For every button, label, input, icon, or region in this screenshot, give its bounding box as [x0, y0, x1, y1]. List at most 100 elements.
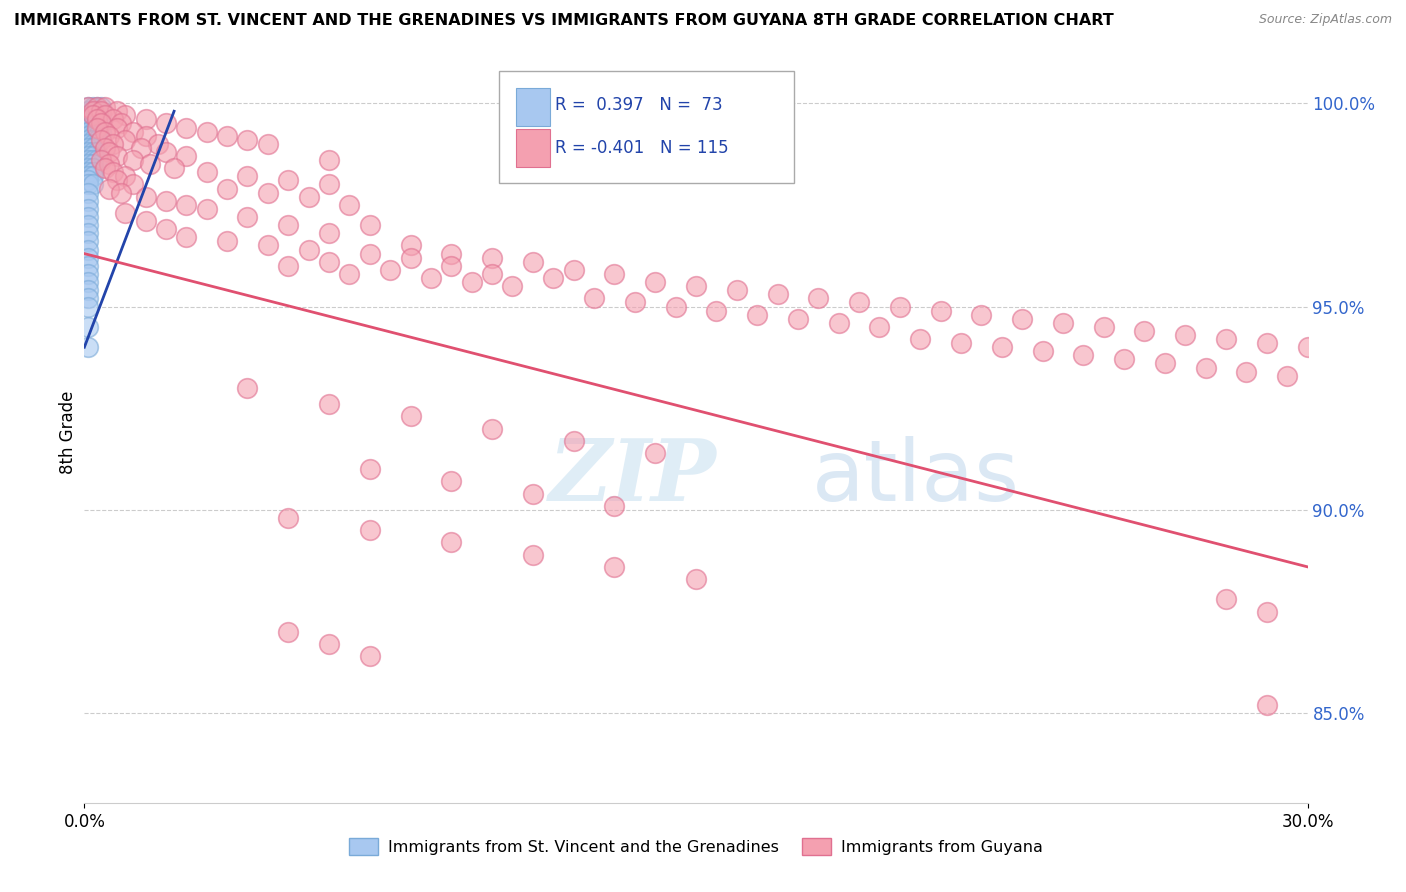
Point — [399, 409, 422, 424]
Point — [146, 136, 169, 151]
Point — [86, 133, 108, 147]
Point — [105, 173, 128, 187]
Point — [90, 125, 112, 139]
Point — [1114, 352, 1136, 367]
Point — [82, 116, 104, 130]
Point — [93, 108, 115, 122]
Point — [122, 125, 145, 139]
Point — [77, 128, 100, 143]
Point — [706, 303, 728, 318]
Point — [77, 243, 100, 257]
Point — [725, 283, 748, 297]
Point — [1092, 319, 1115, 334]
Point — [277, 173, 299, 187]
Point — [399, 251, 422, 265]
Point — [155, 116, 177, 130]
Point — [155, 222, 177, 236]
Point — [86, 108, 108, 122]
Point — [77, 136, 100, 151]
Point — [86, 116, 108, 130]
Point — [277, 259, 299, 273]
Point — [562, 434, 585, 448]
Point — [77, 104, 100, 119]
Point — [82, 153, 104, 167]
Point — [77, 125, 100, 139]
Point — [90, 153, 112, 167]
Point — [82, 165, 104, 179]
Point — [174, 230, 197, 244]
Point — [236, 133, 259, 147]
Point — [110, 186, 132, 200]
Point — [624, 295, 647, 310]
Point — [77, 108, 100, 122]
Point — [86, 100, 108, 114]
Point — [77, 161, 100, 176]
Point — [77, 292, 100, 306]
Point — [318, 178, 340, 192]
Point — [82, 128, 104, 143]
Point — [82, 141, 104, 155]
Point — [97, 157, 120, 171]
Point — [685, 279, 707, 293]
Point — [93, 141, 115, 155]
Point — [359, 649, 381, 664]
Point — [603, 559, 626, 574]
Point — [114, 169, 136, 184]
Point — [359, 523, 381, 537]
Point — [543, 271, 565, 285]
Point — [77, 133, 100, 147]
Point — [522, 254, 544, 268]
Point — [339, 198, 361, 212]
Point — [131, 141, 153, 155]
Point — [86, 120, 108, 135]
Point — [105, 149, 128, 163]
Point — [77, 116, 100, 130]
Point — [86, 120, 108, 135]
Point — [82, 145, 104, 159]
Point — [217, 235, 239, 249]
Point — [77, 100, 100, 114]
Point — [86, 145, 108, 159]
Point — [93, 100, 115, 114]
Point — [257, 238, 280, 252]
Point — [522, 548, 544, 562]
Point — [1215, 332, 1237, 346]
Point — [174, 149, 197, 163]
Point — [82, 125, 104, 139]
Point — [1195, 360, 1218, 375]
Point — [77, 227, 100, 241]
Point — [97, 128, 120, 143]
Point — [807, 292, 830, 306]
Point — [665, 300, 688, 314]
Point — [603, 499, 626, 513]
Point — [502, 279, 524, 293]
Point — [77, 112, 100, 127]
Point — [86, 112, 108, 127]
Point — [77, 340, 100, 354]
Point — [135, 189, 157, 203]
Point — [82, 120, 104, 135]
Point — [77, 267, 100, 281]
Point — [910, 332, 932, 346]
Point — [359, 218, 381, 232]
Point — [277, 511, 299, 525]
Point — [77, 145, 100, 159]
Point — [77, 149, 100, 163]
Point — [217, 181, 239, 195]
Point — [77, 275, 100, 289]
Point — [155, 145, 177, 159]
Point — [93, 161, 115, 176]
Point — [77, 141, 100, 155]
Point — [77, 165, 100, 179]
Point — [77, 194, 100, 208]
Point — [1215, 592, 1237, 607]
Point — [1256, 605, 1278, 619]
Point — [461, 275, 484, 289]
Point — [318, 227, 340, 241]
Point — [440, 535, 463, 549]
Point — [163, 161, 186, 176]
Point — [86, 125, 108, 139]
Point — [77, 100, 100, 114]
Point — [82, 104, 104, 119]
Point — [257, 186, 280, 200]
